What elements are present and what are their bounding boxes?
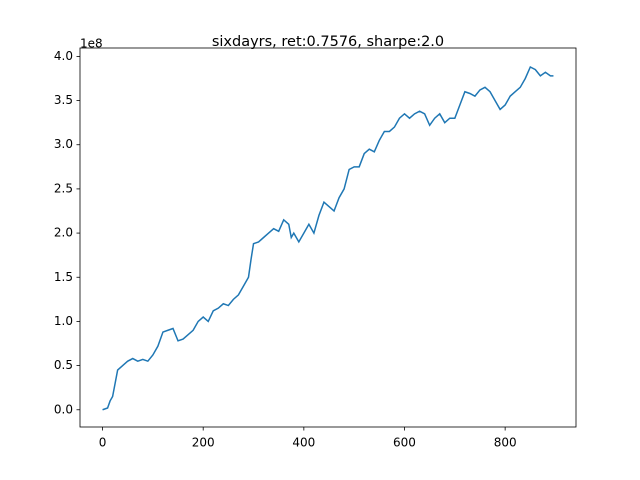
chart-title: sixdayrs, ret:0.7576, sharpe:2.0 bbox=[212, 34, 444, 50]
plot-frame bbox=[79, 47, 577, 428]
x-tick-label: 200 bbox=[192, 436, 215, 450]
y-tick-label: 4.0 bbox=[54, 49, 73, 63]
x-tick-label: 0 bbox=[99, 436, 107, 450]
y-offset-label: 1e8 bbox=[80, 37, 103, 51]
x-tick-label: 600 bbox=[393, 436, 416, 450]
y-tick-label: 0.5 bbox=[54, 358, 73, 372]
line-series bbox=[102, 65, 554, 411]
y-tick-label: 3.5 bbox=[54, 93, 73, 107]
y-tick-label: 2.5 bbox=[54, 181, 73, 195]
y-tick-label: 3.0 bbox=[54, 137, 73, 151]
y-tick-label: 1.5 bbox=[54, 270, 73, 284]
x-tick-label: 400 bbox=[292, 436, 315, 450]
y-tick-label: 2.0 bbox=[54, 226, 73, 240]
y-tick-label: 1.0 bbox=[54, 314, 73, 328]
y-tick-label: 0.0 bbox=[54, 402, 73, 416]
x-tick-label: 800 bbox=[494, 436, 517, 450]
